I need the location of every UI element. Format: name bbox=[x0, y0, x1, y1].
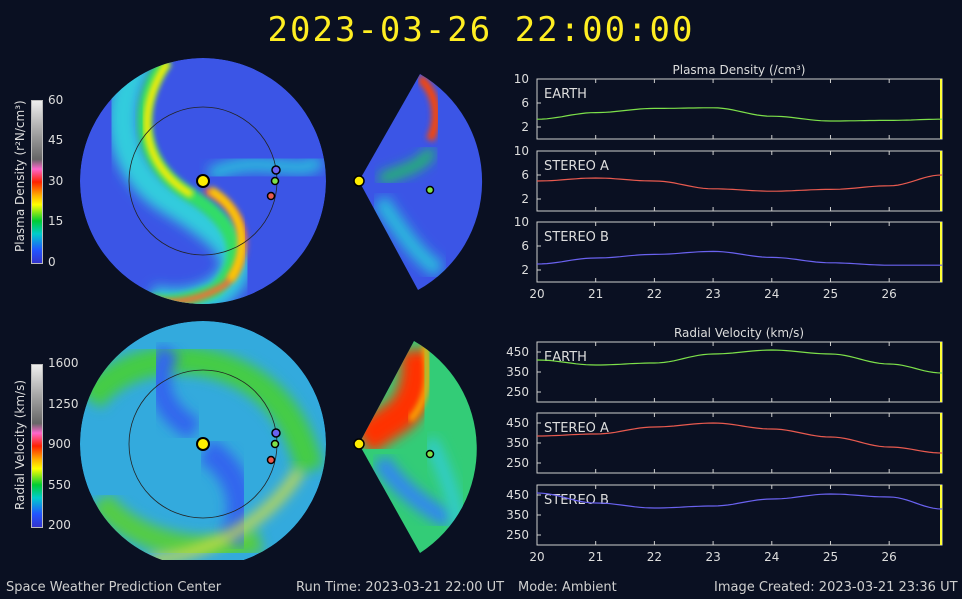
sun-marker bbox=[196, 174, 210, 188]
y-tick-label: 2 bbox=[521, 120, 529, 134]
solar-wind-maps bbox=[80, 58, 483, 560]
x-tick-label: 20 bbox=[529, 287, 544, 301]
sun-marker-velocity bbox=[196, 437, 210, 451]
footer-run-time: Run Time: 2023-03-21 22:00 UT bbox=[296, 580, 505, 595]
density-tick: 0 bbox=[48, 255, 56, 269]
velocity-tick: 1250 bbox=[48, 397, 79, 411]
y-tick-label: 6 bbox=[521, 239, 529, 253]
x-tick-label: 20 bbox=[529, 550, 544, 564]
velocity-tick: 200 bbox=[48, 518, 71, 532]
y-tick-label: 10 bbox=[514, 215, 529, 229]
x-tick-label: 21 bbox=[588, 287, 603, 301]
x-tick-label: 23 bbox=[705, 550, 720, 564]
x-tick-label: 24 bbox=[764, 287, 779, 301]
density-tick: 30 bbox=[48, 174, 64, 188]
y-tick-label: 6 bbox=[521, 168, 529, 182]
panel-frame bbox=[536, 341, 943, 403]
footer-org: Space Weather Prediction Center bbox=[6, 580, 222, 595]
velocity-tick: 550 bbox=[48, 478, 71, 492]
sun-marker-velocity-meridional bbox=[353, 438, 365, 450]
y-tick-label: 2 bbox=[521, 192, 529, 206]
density-chart-title: Plasma Density (/cm³) bbox=[672, 63, 806, 77]
stereo-b-marker bbox=[271, 165, 281, 175]
series-label: STEREO B bbox=[544, 230, 609, 245]
y-tick-label: 2 bbox=[521, 263, 529, 277]
x-tick-label: 26 bbox=[882, 550, 897, 564]
stereo-a-marker bbox=[266, 191, 276, 201]
velocity-chart-title: Radial Velocity (km/s) bbox=[673, 326, 805, 340]
y-tick-label: 250 bbox=[506, 456, 529, 470]
density-tick: 60 bbox=[48, 93, 64, 107]
velocity-tick: 900 bbox=[48, 437, 71, 451]
series-line bbox=[536, 174, 943, 192]
velocity-tick: 1600 bbox=[48, 356, 79, 370]
stereo-b-marker-velocity bbox=[271, 428, 281, 438]
series-line bbox=[536, 250, 942, 266]
x-tick-label: 21 bbox=[588, 550, 603, 564]
x-tick-label: 22 bbox=[647, 550, 662, 564]
y-tick-label: 6 bbox=[521, 96, 529, 110]
velocity-colorbar bbox=[31, 364, 43, 528]
series-line bbox=[536, 492, 943, 510]
density-colorbar bbox=[31, 100, 43, 264]
footer-mode: Mode: Ambient bbox=[518, 580, 617, 595]
footer-created: Image Created: 2023-03-21 23:36 UT bbox=[714, 580, 958, 595]
y-tick-label: 450 bbox=[506, 416, 529, 430]
series-line bbox=[537, 422, 943, 454]
stereo-a-marker-velocity bbox=[266, 455, 276, 465]
series-line bbox=[536, 349, 943, 374]
y-tick-label: 250 bbox=[506, 528, 529, 542]
y-tick-label: 450 bbox=[506, 488, 529, 502]
series-line bbox=[536, 107, 942, 122]
earth-marker bbox=[270, 176, 280, 186]
earth-marker-velocity bbox=[270, 439, 280, 449]
x-tick-label: 25 bbox=[823, 550, 838, 564]
density-tick: 45 bbox=[48, 133, 64, 147]
y-tick-label: 350 bbox=[506, 508, 529, 522]
x-tick-label: 24 bbox=[764, 550, 779, 564]
x-tick-label: 26 bbox=[882, 287, 897, 301]
y-tick-label: 10 bbox=[514, 144, 529, 158]
density-tick: 15 bbox=[48, 214, 64, 228]
series-label: STEREO A bbox=[544, 421, 609, 436]
sun-marker-meridional bbox=[353, 175, 365, 187]
x-tick-label: 22 bbox=[647, 287, 662, 301]
y-tick-label: 450 bbox=[506, 345, 529, 359]
earth-marker-velocity-meridional bbox=[425, 449, 435, 459]
y-tick-label: 350 bbox=[506, 365, 529, 379]
series-label: EARTH bbox=[544, 87, 587, 102]
y-tick-label: 10 bbox=[514, 72, 529, 86]
series-label: STEREO A bbox=[544, 159, 609, 174]
x-tick-label: 25 bbox=[823, 287, 838, 301]
earth-marker-meridional bbox=[425, 185, 435, 195]
x-tick-label: 23 bbox=[705, 287, 720, 301]
forecast-datetime: 2023-03-26 22:00:00 bbox=[267, 10, 695, 50]
panel-frame bbox=[536, 78, 943, 140]
y-tick-label: 350 bbox=[506, 436, 529, 450]
y-tick-label: 250 bbox=[506, 385, 529, 399]
